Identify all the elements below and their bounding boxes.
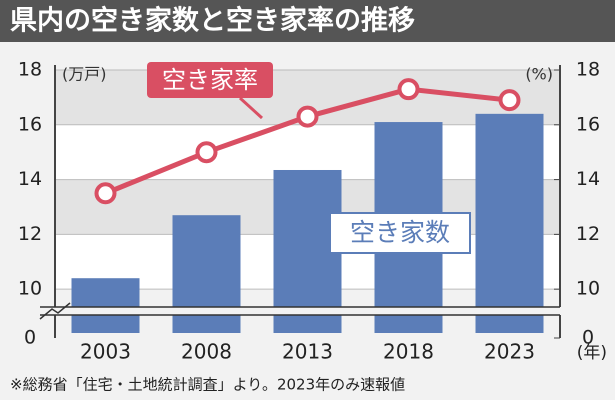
footnote: ※総務省「住宅・土地統計調査」より。2023年のみ速報値 [10,376,405,394]
x-tick-label: 2008 [181,340,232,364]
line-point [397,78,420,101]
bar [71,278,140,333]
line-point [195,141,218,164]
plot: 0 10 12 14 16 18 0 10 12 14 16 18 2003 2008 2013 2018 20… [18,59,600,364]
axis-break [20,307,564,315]
x-tick-label: 2003 [80,340,131,364]
line-point [94,182,117,205]
legend-pointer [238,96,264,120]
y-unit: (万戸) [62,65,107,84]
title-band [0,0,615,42]
line-point [498,89,521,112]
y2-unit: (%) [525,65,553,84]
x-unit: (年) [577,343,607,363]
legend-label: 空き家率 [162,66,258,94]
chart-title: 県内の空き家数と空き家率の推移 [10,5,415,37]
y-tick-label: 0 [24,327,36,349]
legend-label: 空き家数 [350,218,450,247]
legend-box [147,62,273,98]
y2-tick-label: 10 [576,278,600,300]
y-tick-label: 16 [18,113,42,135]
y2-tick-label: 18 [576,59,600,81]
y2-tick-label: 16 [576,113,600,135]
x-tick-label: 2018 [383,340,434,364]
line-point [296,105,319,128]
y2-tick-label: 0 [582,327,594,349]
y2-tick-label: 12 [576,223,600,245]
y2-tick-label: 14 [576,168,600,190]
y-tick-label: 10 [18,278,42,300]
x-tick-label: 2023 [484,340,535,364]
y-tick-label: 18 [18,59,42,81]
y-tick-label: 14 [18,168,42,190]
break-mark [39,302,71,320]
legend-box [329,212,471,254]
y-tick-label: 12 [18,223,42,245]
bar [475,113,544,333]
x-tick-label: 2013 [282,340,333,364]
